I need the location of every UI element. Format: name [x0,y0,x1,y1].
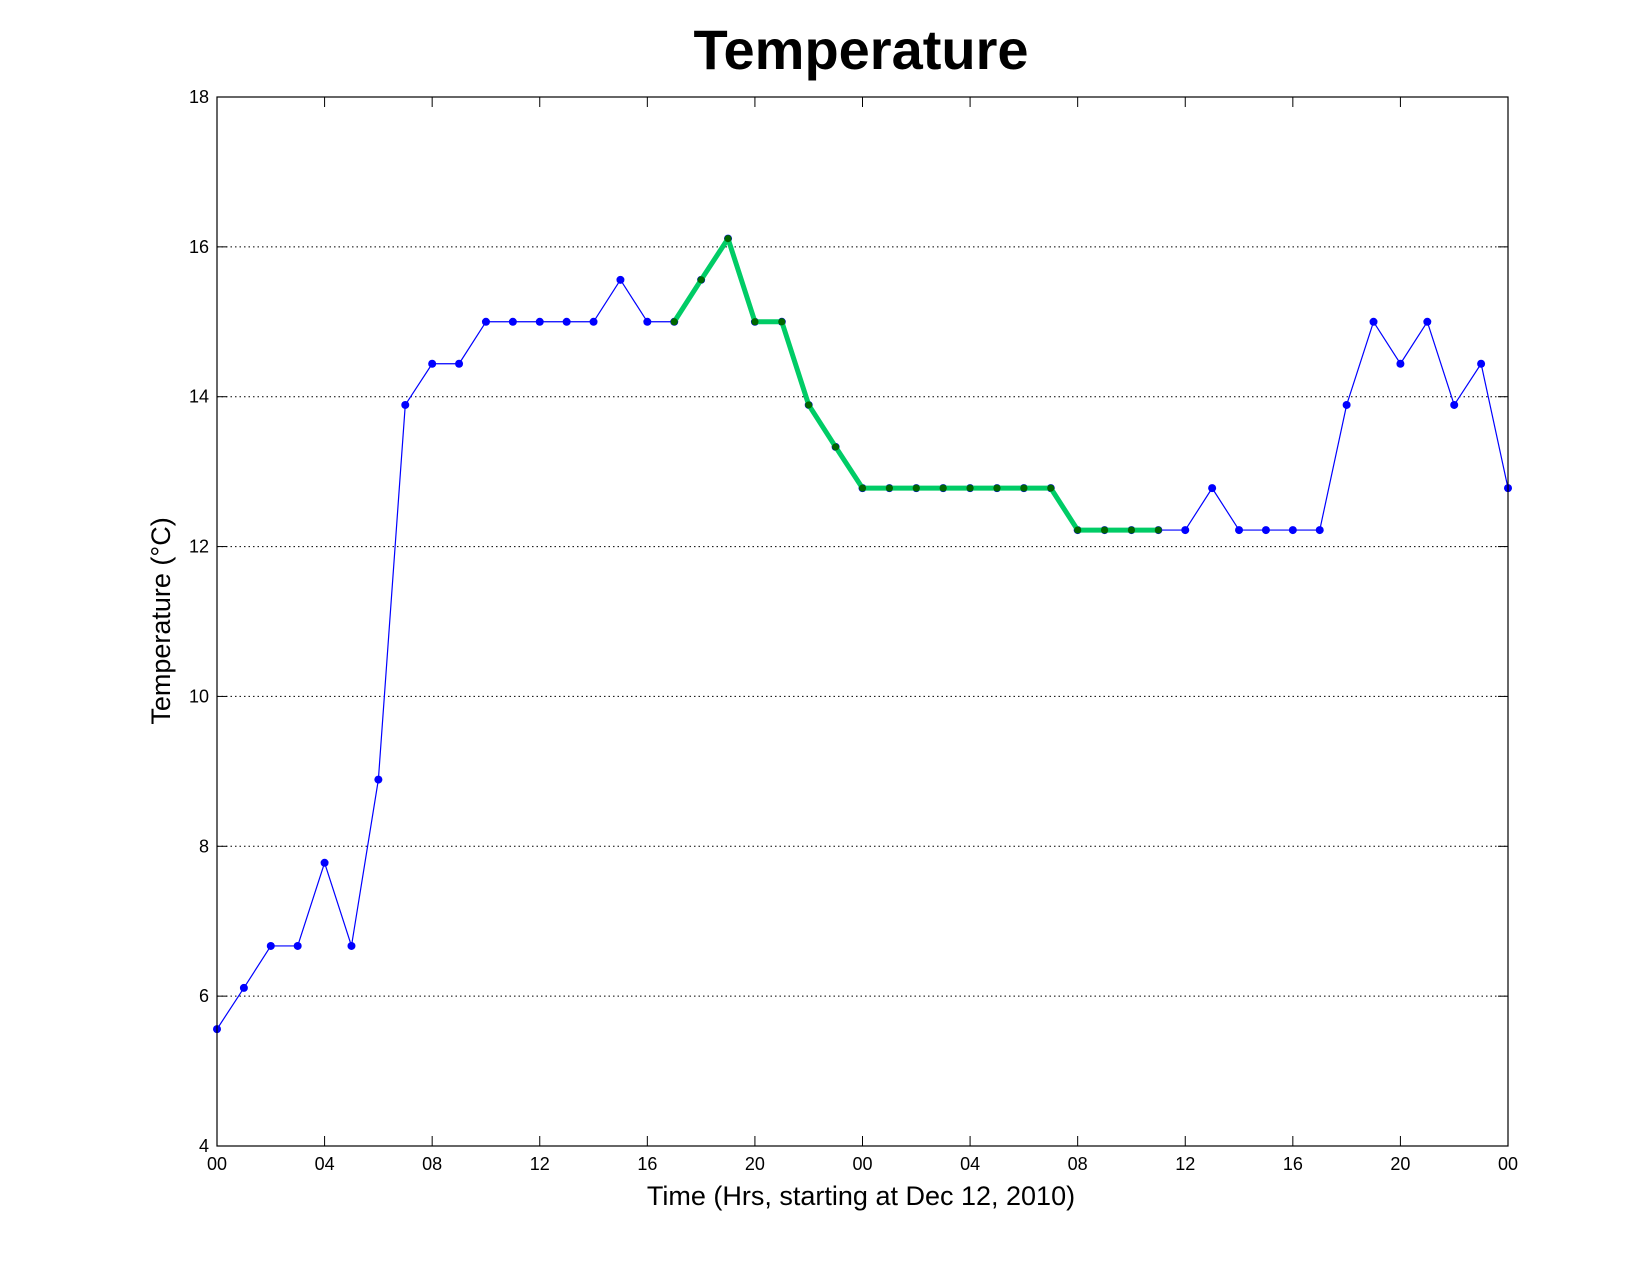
x-tick-label: 00 [1498,1154,1518,1174]
data-point [805,401,813,409]
x-tick-label: 16 [637,1154,657,1174]
grid-lines [217,246,1508,997]
y-tick-label: 4 [199,1136,209,1156]
data-point [670,318,678,326]
chart-title: Temperature [693,18,1028,81]
data-point [266,941,275,950]
data-point [1154,526,1162,534]
data-point [1288,526,1297,535]
data-point [1127,526,1136,534]
data-point [1181,526,1190,535]
data-point [535,317,544,326]
plot-area-frame [216,96,1509,1147]
x-tick-label: 04 [960,1154,980,1174]
data-series [213,234,1512,1034]
y-tick-label: 8 [199,836,209,856]
data-point [562,317,571,326]
data-point [885,484,893,492]
data-point [616,275,625,284]
x-tick-label: 20 [1390,1154,1410,1174]
x-tick-label: 08 [422,1154,442,1174]
data-point [1477,359,1486,368]
data-point [347,941,356,950]
data-point [643,317,652,326]
y-tick-label: 14 [189,387,209,407]
x-tick-label: 12 [1175,1154,1195,1174]
data-point [428,359,437,368]
data-point [832,443,840,451]
data-point [1235,526,1244,535]
y-tick-label: 18 [189,87,209,107]
data-point [239,983,248,992]
data-point [993,484,1001,492]
data-point [858,484,867,492]
data-point [1100,526,1109,534]
x-tick-label: 00 [207,1154,227,1174]
data-point [912,484,920,492]
x-axis-label: Time (Hrs, starting at Dec 12, 2010) [647,1181,1075,1211]
axis-ticks [216,96,1509,1147]
data-point [481,317,490,326]
x-tick-label: 00 [852,1154,872,1174]
series-highlighted-segment [670,235,1162,534]
y-axis-label: Temperature (°C) [146,517,176,724]
y-tick-label: 12 [189,537,209,557]
data-point [1020,484,1028,492]
data-point [293,941,302,950]
data-point [1261,526,1270,535]
data-point [939,484,947,492]
data-point [1450,400,1459,409]
data-point [455,359,464,368]
data-point [1208,484,1217,493]
data-point [1342,400,1351,409]
x-tick-label: 16 [1283,1154,1303,1174]
data-point [508,317,517,326]
y-tick-label: 6 [199,986,209,1006]
data-point [724,235,732,243]
y-tick-label: 16 [189,237,209,257]
data-point [1074,526,1082,534]
data-point [1396,359,1405,368]
data-point [1047,484,1055,492]
x-tick-label: 12 [530,1154,550,1174]
data-point [778,318,786,326]
x-tick-label: 20 [745,1154,765,1174]
data-point [320,858,329,867]
data-point [966,484,974,492]
tick-labels: 4 6 8 10 12 14 16 18 00 04 08 12 16 20 00 04 08 12 16 20 00 [189,87,1518,1174]
x-tick-label: 08 [1068,1154,1088,1174]
data-point [401,400,410,409]
data-point [697,276,705,284]
data-point [374,775,383,784]
data-point [589,317,598,326]
data-point [1315,526,1324,535]
data-point [751,318,759,326]
x-tick-label: 04 [315,1154,335,1174]
data-point [1369,317,1378,326]
data-point [1423,317,1432,326]
y-tick-label: 10 [189,686,209,706]
